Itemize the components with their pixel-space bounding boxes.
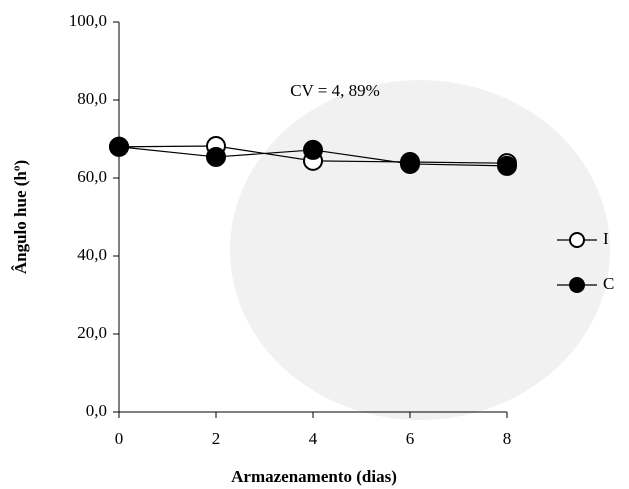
marker — [207, 148, 225, 166]
legend-label: C — [603, 274, 614, 293]
legend-marker — [570, 278, 584, 292]
marker — [401, 155, 419, 173]
marker — [110, 138, 128, 156]
annotation: CV = 4, 89% — [290, 81, 380, 100]
x-tick-label: 8 — [503, 429, 512, 448]
y-axis-label: Ângulo hue (hº) — [11, 160, 30, 274]
x-tick-label: 2 — [212, 429, 221, 448]
x-axis-label: Armazenamento (dias) — [231, 467, 397, 486]
x-tick-label: 4 — [309, 429, 318, 448]
y-tick-label: 40,0 — [77, 245, 107, 264]
y-tick-label: 100,0 — [69, 11, 107, 30]
marker — [304, 141, 322, 159]
y-tick-label: 80,0 — [77, 89, 107, 108]
y-tick-label: 20,0 — [77, 323, 107, 342]
x-tick-label: 0 — [115, 429, 124, 448]
legend-marker — [570, 233, 584, 247]
chart: CV = 4, 89% Armazenamento (dias) Ângulo … — [0, 0, 629, 489]
y-tick-label: 60,0 — [77, 167, 107, 186]
watermark — [230, 80, 610, 420]
marker — [498, 157, 516, 175]
x-tick-label: 6 — [406, 429, 415, 448]
legend-label: I — [603, 229, 609, 248]
y-tick-label: 0,0 — [86, 401, 107, 420]
